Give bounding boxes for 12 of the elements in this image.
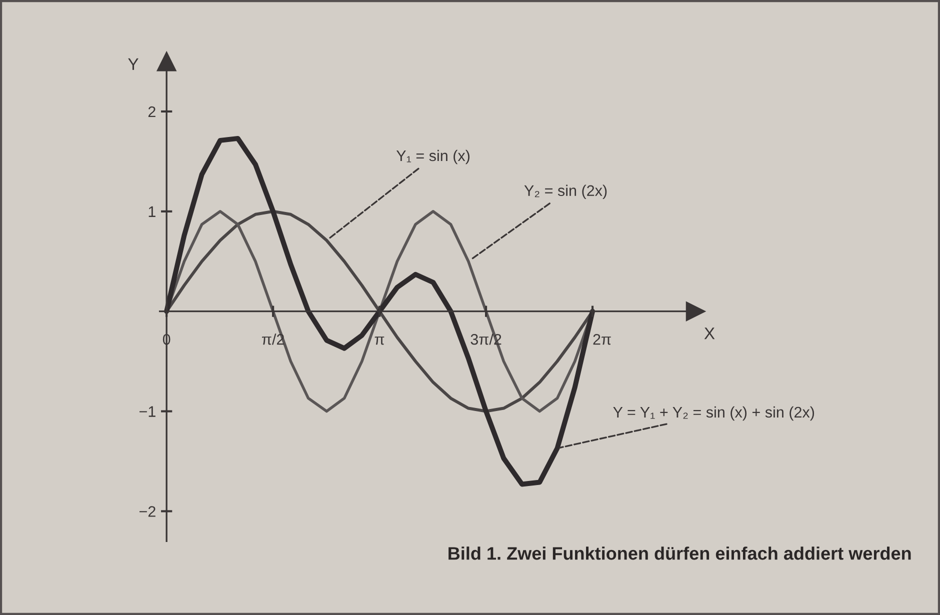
y-tick-label: −1 xyxy=(140,406,156,417)
y-tick-label: −2 xyxy=(140,506,156,517)
text: Bild 1. Zwei Funktionen dürfen einfach addiert werden xyxy=(448,546,911,560)
annotation: Y₂ = sin (2x) xyxy=(524,184,607,200)
annotation: Y = Y₁ + Y₂ = sin (x) + sin (2x) xyxy=(613,406,814,421)
x-axis-title: X xyxy=(704,328,715,340)
x-tick-label: π xyxy=(374,336,384,345)
annotation: Y₁ = sin (x) xyxy=(396,150,470,164)
y-tick-label: 1 xyxy=(148,206,156,217)
x-tick-label: 2π xyxy=(593,334,611,345)
y-axis-title: Y xyxy=(128,58,138,70)
y-tick-label: 2 xyxy=(148,106,156,118)
